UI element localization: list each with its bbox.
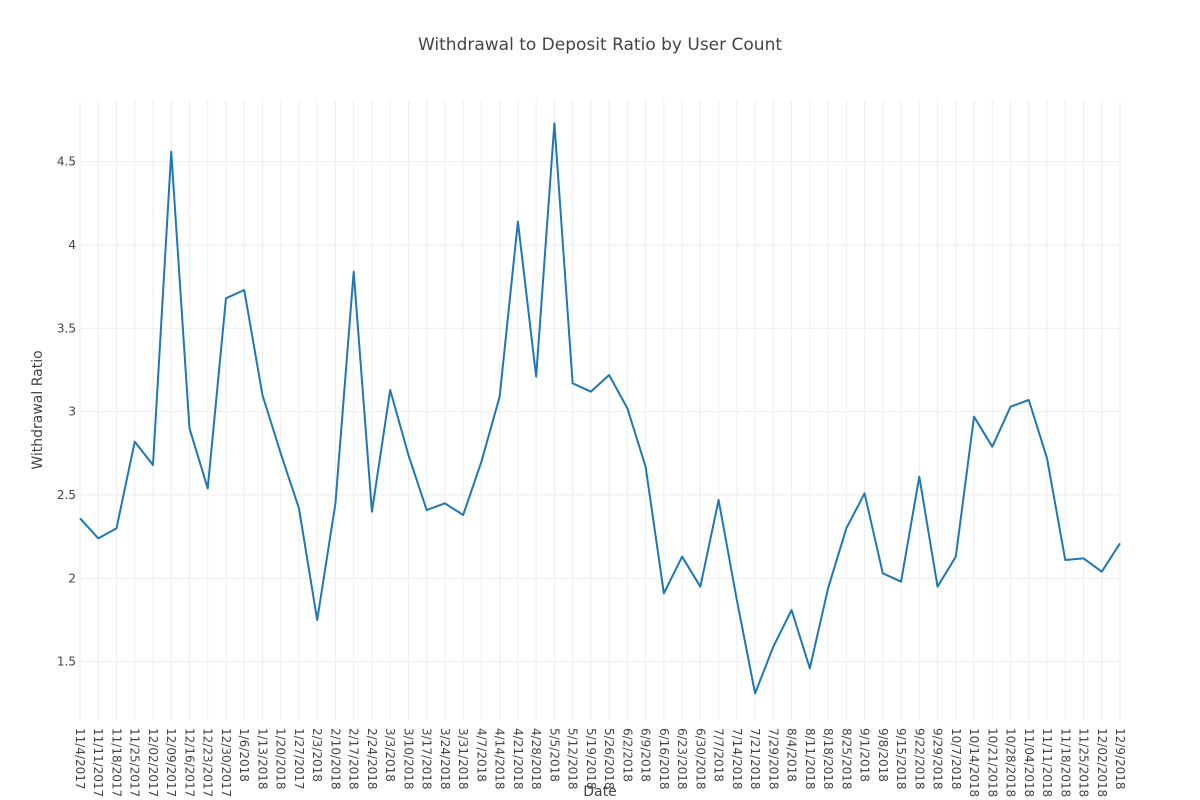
x-tick-label: 12/9/2018 [1113,728,1127,790]
x-tick-label: 6/23/2018 [675,728,689,790]
x-tick-label: 5/26/2018 [602,728,616,790]
x-tick-label: 7/29/2018 [766,728,780,790]
x-tick-label: 11/4/2017 [73,728,87,790]
x-axis-title: Date [583,784,616,800]
x-tick-label: 12/30/2017 [219,728,233,797]
y-tick-label: 3.5 [57,321,76,335]
y-tick-label: 4 [68,238,76,252]
x-tick-label: 6/16/2018 [657,728,671,790]
x-tick-label: 11/18/2018 [1058,728,1072,797]
y-tick-label: 2 [68,571,76,585]
x-tick-label: 8/25/2018 [839,728,853,790]
x-tick-label: 8/11/2018 [803,728,817,790]
x-tick-label: 2/17/2018 [347,728,361,790]
x-tick-label: 10/7/2018 [949,728,963,790]
x-tick-label: 5/12/2018 [566,728,580,790]
x-tick-label: 9/15/2018 [894,728,908,790]
x-tick-label: 12/02/2017 [146,728,160,797]
x-tick-label: 8/4/2018 [785,728,799,782]
x-tick-label: 12/16/2017 [182,728,196,797]
x-tick-label: 2/3/2018 [310,728,324,782]
x-tick-label: 9/1/2018 [858,728,872,782]
y-axis-ticks: 1.5 2 2.5 3 3.5 4 4.5 [57,155,76,669]
x-tick-label: 7/21/2018 [748,728,762,790]
x-tick-label: 4/28/2018 [529,728,543,790]
x-tick-label: 7/7/2018 [712,728,726,782]
x-tick-label: 11/25/2017 [128,728,142,797]
x-tick-label: 9/22/2018 [912,728,926,790]
x-tick-label: 11/11/2017 [91,728,105,797]
x-tick-label: 11/18/2017 [109,728,123,797]
chart-title: Withdrawal to Deposit Ratio by User Coun… [418,35,782,55]
x-tick-label: 10/28/2018 [1004,728,1018,797]
y-tick-label: 1.5 [57,655,76,669]
x-tick-label: 3/10/2018 [401,728,415,790]
x-tick-label: 5/19/2018 [584,728,598,790]
y-tick-label: 2.5 [57,488,76,502]
x-tick-label: 6/2/2018 [620,728,634,782]
x-tick-label: 2/24/2018 [365,728,379,790]
x-tick-label: 9/8/2018 [876,728,890,782]
x-tick-label: 11/25/2018 [1077,728,1091,797]
x-tick-label: 10/21/2018 [985,728,999,797]
y-tick-label: 3 [68,405,76,419]
x-tick-label: 3/24/2018 [438,728,452,790]
x-tick-label: 11/04/2018 [1022,728,1036,797]
x-tick-label: 1/6/2018 [237,728,251,782]
x-tick-label: 1/27/2017 [292,728,306,790]
x-tick-label: 2/10/2018 [328,728,342,790]
x-tick-label: 11/11/2018 [1040,728,1054,797]
grid [79,100,1121,720]
series-line [79,122,1121,695]
x-tick-label: 3/31/2018 [456,728,470,790]
x-tick-label: 5/5/2018 [547,728,561,782]
x-axis-ticks: 11/4/2017 11/11/2017 11/18/2017 11/25/2017 1… [73,728,1127,797]
y-tick-label: 4.5 [57,155,76,169]
x-tick-label: 1/13/2018 [255,728,269,790]
x-tick-label: 6/9/2018 [639,728,653,782]
x-tick-label: 9/29/2018 [931,728,945,790]
x-tick-label: 3/17/2018 [420,728,434,790]
x-tick-label: 4/7/2018 [474,728,488,782]
x-tick-label: 12/02/2018 [1095,728,1109,797]
x-tick-label: 7/14/2018 [730,728,744,790]
x-tick-label: 6/30/2018 [693,728,707,790]
x-tick-label: 4/21/2018 [511,728,525,790]
x-tick-label: 12/23/2017 [201,728,215,797]
x-tick-label: 4/14/2018 [493,728,507,790]
x-tick-label: 10/14/2018 [967,728,981,797]
x-tick-label: 12/09/2017 [164,728,178,797]
x-tick-label: 3/3/2018 [383,728,397,782]
x-tick-label: 1/20/2018 [274,728,288,790]
x-tick-label: 8/18/2018 [821,728,835,790]
y-axis-title: Withdrawal Ratio [30,350,46,469]
